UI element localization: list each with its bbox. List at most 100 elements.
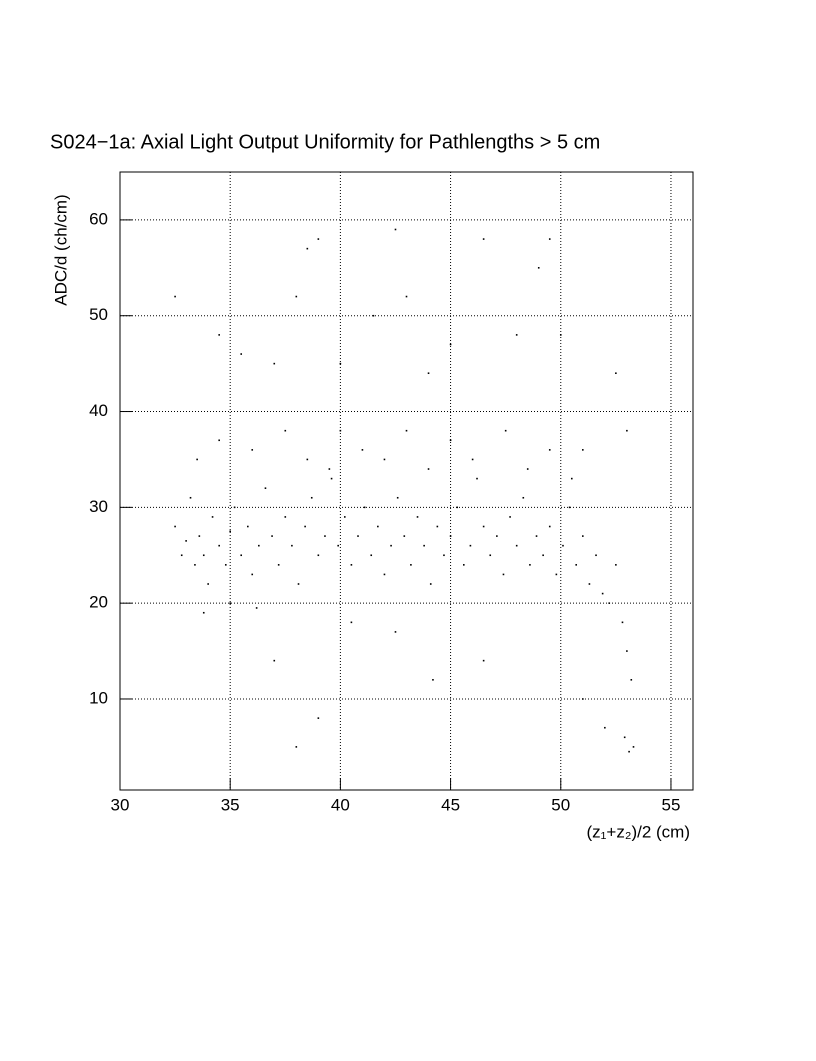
scatter-point [588,583,591,585]
scatter-point [271,535,273,537]
scatter-point [273,659,276,662]
scatter-point [522,496,525,499]
scatter-point [469,544,472,547]
scatter-point [194,564,196,566]
scatter-point [370,554,373,557]
x-tick-label: 45 [441,795,460,814]
scatter-point [339,429,342,432]
scatter-point [240,353,243,355]
scatter-point [628,750,630,753]
scatter-point [548,449,551,451]
scatter-point [324,535,326,537]
scatter-point [482,238,485,240]
scatter-point [630,679,633,681]
scatter-point [515,544,518,547]
scatter-point [258,544,260,547]
scatter-point [317,238,320,240]
scatter-point [306,247,309,250]
scatter-point [537,267,540,269]
scatter-point [317,717,320,719]
plot-frame [119,171,694,791]
scatter-point [284,516,287,518]
scatter-point [343,516,346,518]
scatter-point [416,516,419,518]
scatter-point [429,583,432,585]
scatter-point [339,362,342,365]
scatter-point [350,564,353,566]
scatter-point [350,621,353,624]
scatter-point [515,334,518,336]
chart-title: S024−1a: Axial Light Output Uniformity f… [50,131,600,153]
scatter-point [502,573,505,576]
y-tick-label: 10 [89,688,108,707]
scatter-point [535,535,538,537]
scatter-point [396,496,399,499]
scatter-point [207,583,209,585]
scatter-point [482,659,485,662]
scatter-point [582,535,584,537]
scatter-point [615,372,617,375]
scatter-point [436,525,439,528]
scatter-point [284,429,287,432]
scatter-point [357,535,359,537]
scatter-point [626,429,628,432]
scatter-point [198,535,201,537]
scatter-point [295,295,298,298]
scatter-point [185,540,187,542]
scatter-point [229,602,231,604]
scatter-point [582,449,584,451]
scatter-point [405,295,408,298]
scatter-point [582,698,584,700]
scatter-point [432,679,434,681]
scatter-point [229,530,231,533]
scatter-point [608,602,611,604]
scatter-point [615,564,617,566]
scatter-point [180,554,183,557]
scatter-point [449,343,452,346]
scatter-point [427,372,430,375]
scatter-point [306,458,309,461]
scatter-point [463,564,465,566]
scatter-point [526,468,529,470]
scatter-point [295,746,298,748]
scatter-point [403,535,406,537]
x-axis-label: (z₁+z₂)/2 (cm) [587,822,690,841]
y-tick-label: 60 [89,209,108,228]
scatter-point [489,554,492,557]
scatter-point [297,583,300,585]
scatter-point [570,477,573,480]
scatter-point [410,564,412,566]
x-tick-label: 50 [551,795,570,814]
scatter-point [277,564,280,566]
scatter-point [632,746,635,748]
scatter-point [601,592,604,595]
scatter-point [361,449,364,451]
scatter-point [390,544,392,547]
scatter-point [555,573,558,576]
scatter-point [317,554,320,557]
scatter-point [224,564,227,566]
scatter-point [621,621,624,624]
scatter-point [496,535,498,537]
scatter-point [363,506,366,509]
y-tick-label: 40 [89,401,108,420]
y-tick-label: 20 [89,593,108,612]
scatter-point [196,458,198,461]
scatter-point [562,544,564,547]
scatter-point [509,516,511,518]
scatter-point [218,334,220,336]
scatter-point [423,544,425,547]
scatter-point [383,573,386,576]
scatter-point [482,525,485,528]
scatter-point [529,564,531,566]
x-tick-label: 55 [662,795,681,814]
scatter-point [233,506,236,509]
scatter-point [218,439,220,442]
scatter-point [202,554,205,557]
scatter-point [575,564,577,566]
scatter-point [211,516,214,518]
scatter-point [626,650,628,652]
scatter-point [174,525,176,528]
